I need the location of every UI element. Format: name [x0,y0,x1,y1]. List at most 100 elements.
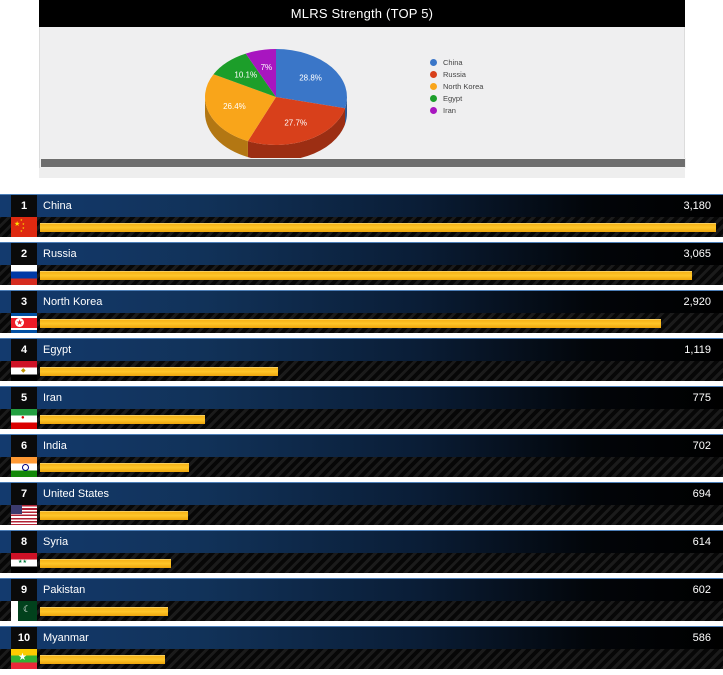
pie-slice-depth [205,97,248,158]
ranking-row-bar-area: ● [0,409,723,429]
rank-number: 2 [11,243,37,265]
ranking-row-header: 5 Iran 775 [0,386,723,409]
ranking-row[interactable]: 6 India 702 [0,434,723,477]
ranking-row[interactable]: 1 China 3,180 ★ ★ ★ ★ ★ [0,194,723,237]
pie-slice-russia[interactable] [247,97,346,145]
bar-track [40,361,716,381]
pie-chart: 28.8% 27.7% 26.4% 10.1% 7% [181,31,371,171]
bar-fill [40,271,692,280]
rank-number: 7 [11,483,37,505]
bar-track [40,649,716,669]
flag-icon-kp: ★ [11,313,37,333]
ranking-row[interactable]: 2 Russia 3,065 [0,242,723,285]
legend-item-label: Russia [443,69,466,79]
pie-slice-label: 28.8% [299,74,322,83]
ranking-row-bar-area: ☾ [0,601,723,621]
country-value: 614 [692,536,711,548]
country-name: Russia [43,248,77,260]
pie-slice-depth [345,97,347,125]
legend-item-label: Egypt [443,93,463,103]
bar-track [40,457,716,477]
ranking-row-header: 6 India 702 [0,434,723,457]
ranking-row-bar-area: ★★ [0,553,723,573]
legend-color-dot-icon [430,106,437,114]
chart-panel: MLRS Strength (TOP 5) 28.8% 27.7% 26.4% 10.… [39,0,686,178]
country-value: 775 [692,392,711,404]
legend-item-china[interactable]: China [430,56,590,68]
country-value: 1,119 [684,344,711,356]
legend-item-north-korea[interactable]: North Korea [430,80,590,92]
country-name: North Korea [43,296,103,308]
legend-item-label: North Korea [443,81,484,91]
country-name: Iran [43,392,62,404]
ranking-row-header: 4 Egypt 1,119 [0,338,723,361]
flag-icon-pk: ☾ [11,601,37,621]
scrollbar-thumb[interactable] [41,159,685,167]
bar-fill [40,415,205,424]
ranking-row-header: 9 Pakistan 602 [0,578,723,601]
flag-icon-cn: ★ ★ ★ ★ ★ [11,217,37,237]
ranking-row-header: 8 Syria 614 [0,530,723,553]
pie-slice-label: 7% [261,63,273,72]
legend-item-russia[interactable]: Russia [430,68,590,80]
pie-slices-layer [205,49,347,145]
bar-fill [40,607,168,616]
flag-icon-us [11,505,37,525]
ranking-row[interactable]: 7 United States 694 [0,482,723,525]
rank-number: 3 [11,291,37,313]
bar-track [40,217,716,237]
ranking-row-header: 3 North Korea 2,920 [0,290,723,313]
pie-slice-egypt[interactable] [213,53,276,97]
chart-body: 28.8% 27.7% 26.4% 10.1% 7% China Russia North … [39,27,686,171]
country-value: 3,180 [683,200,711,212]
rank-number: 4 [11,339,37,361]
pie-labels-layer: 28.8% 27.7% 26.4% 10.1% 7% [223,63,322,128]
ranking-row-bar-area: ★ ★ ★ ★ ★ [0,217,723,237]
bar-fill [40,511,188,520]
pie-slice-china[interactable] [276,49,347,109]
pie-slice-iran[interactable] [245,49,276,97]
country-value: 2,920 [683,296,711,308]
ranking-row-bar-area: ◆ [0,361,723,381]
country-name: United States [43,488,110,500]
ranking-row[interactable]: 10 Myanmar 586 ★ [0,626,723,669]
legend-color-dot-icon [430,58,437,66]
bar-track [40,553,716,573]
ranking-list: 1 China 3,180 ★ ★ ★ ★ ★ 2 Russia 3,065 3 North Korea… [0,194,723,674]
flag-icon-mm: ★ [11,649,37,669]
rank-number: 5 [11,387,37,409]
flag-icon-in [11,457,37,477]
pie-slice-label: 10.1% [234,71,257,80]
chart-horizontal-scrollbar[interactable] [40,158,686,168]
country-value: 694 [692,488,711,500]
bar-fill [40,463,190,472]
ranking-row[interactable]: 5 Iran 775 ● [0,386,723,429]
country-value: 3,065 [683,248,711,260]
legend-item-iran[interactable]: Iran [430,104,590,116]
flag-icon-ru [11,265,37,285]
rank-number: 1 [11,195,37,217]
country-name: Myanmar [43,632,89,644]
rank-number: 10 [11,627,37,649]
bar-track [40,409,716,429]
bar-fill [40,223,716,232]
country-value: 702 [692,440,711,452]
bar-track [40,313,716,333]
flag-icon-eg: ◆ [11,361,37,381]
rank-number: 8 [11,531,37,553]
bar-fill [40,655,165,664]
ranking-row[interactable]: 8 Syria 614 ★★ [0,530,723,573]
ranking-row[interactable]: 3 North Korea 2,920 ★ [0,290,723,333]
rank-number: 6 [11,435,37,457]
ranking-row[interactable]: 9 Pakistan 602 ☾ [0,578,723,621]
legend-item-egypt[interactable]: Egypt [430,92,590,104]
flag-icon-sy: ★★ [11,553,37,573]
legend-item-label: Iran [443,105,456,115]
ranking-row[interactable]: 4 Egypt 1,119 ◆ [0,338,723,381]
rank-number: 9 [11,579,37,601]
pie-slice-north-korea[interactable] [205,74,276,142]
chart-title: MLRS Strength (TOP 5) [290,6,434,21]
flag-icon-ir: ● [11,409,37,429]
bar-track [40,505,716,525]
bar-fill [40,319,661,328]
